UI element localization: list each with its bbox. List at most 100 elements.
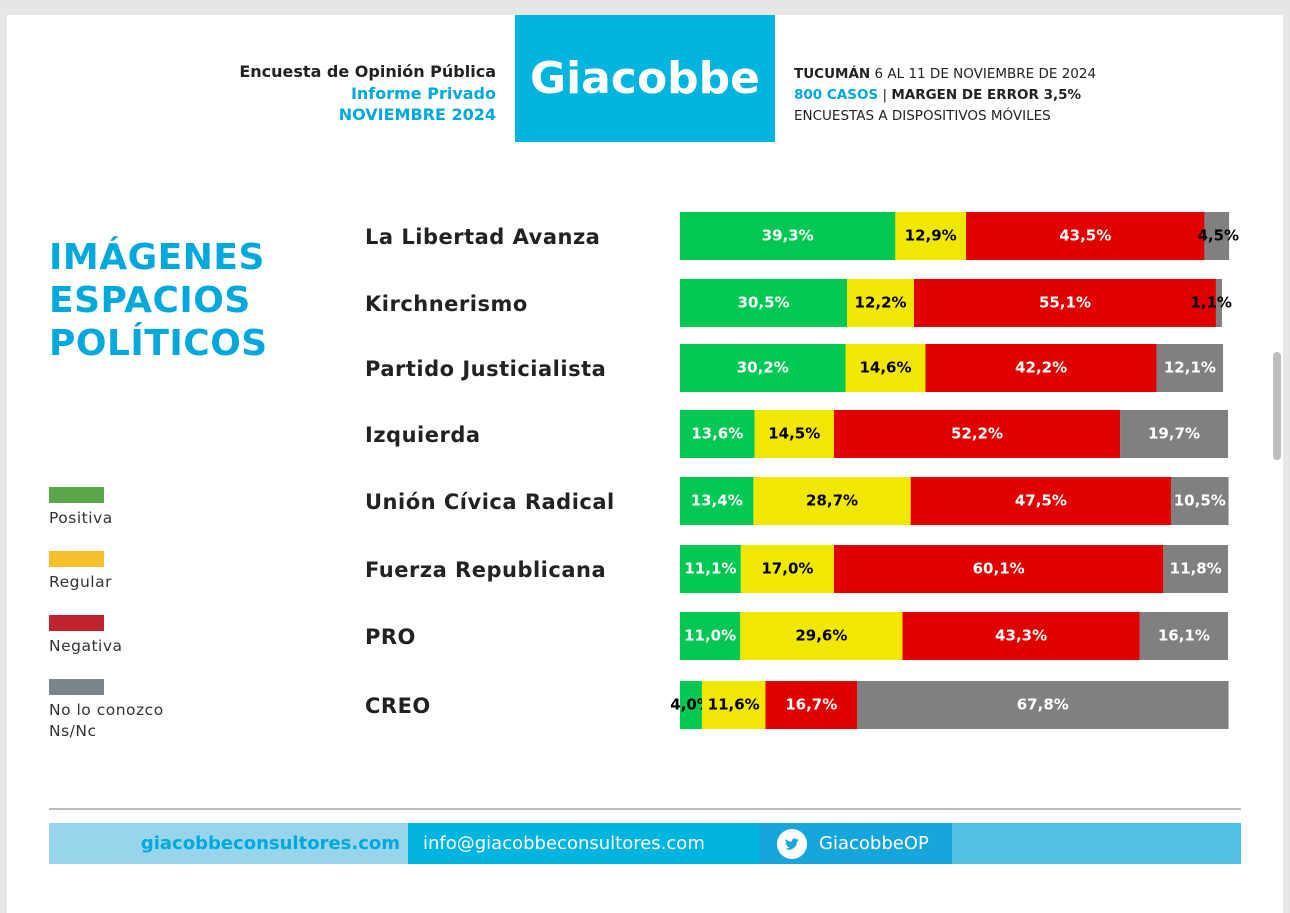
bar-segment: [910, 477, 1172, 525]
bar-segment: [1120, 410, 1228, 458]
bar-segment: [847, 279, 914, 327]
bar-segment: [1156, 344, 1224, 392]
survey: Encuesta de Opinión Pública: [239, 62, 496, 81]
legend-swatch: [49, 487, 104, 503]
value-label: 30,5%: [738, 294, 790, 312]
dates: 6 AL 11 DE NOVIEMBRE DE 2024: [874, 66, 1097, 82]
place: TUCUMÁN: [794, 66, 871, 82]
value-label: 16,1%: [1158, 627, 1210, 645]
bar-segment: [740, 545, 834, 593]
bar-segment: [680, 279, 848, 327]
value-label: 60,1%: [973, 560, 1025, 578]
value-label: 11,6%: [708, 696, 760, 714]
legend-label: Negativa: [49, 637, 123, 655]
legend-swatch: [49, 679, 104, 695]
twitter-handle: GiacobbeOP: [819, 833, 929, 854]
twitter-icon: [777, 828, 807, 859]
value-label: 29,6%: [795, 627, 847, 645]
bar-segment: [857, 681, 1229, 729]
value-label: 12,1%: [1164, 359, 1216, 377]
chart: La Libertad Avanza 39,3% 12,9% 43,5% 4,5% Kir…: [365, 212, 1239, 729]
value-label: 11,0%: [684, 627, 736, 645]
bar-segment: [845, 344, 926, 392]
bar-segment: [765, 681, 858, 729]
chart-title: IMÁGENES ESPACIOS POLÍTICOS: [49, 237, 268, 364]
meta-line: TUCUMÁN 6 AL 11 DE NOVIEMBRE DE 2024: [794, 66, 1096, 82]
email: info@giacobbeconsultores.com: [408, 823, 759, 864]
bar-segment: [680, 344, 846, 392]
value-label: 12,2%: [855, 294, 907, 312]
report: Informe Privado: [350, 84, 496, 103]
value-label: 11,1%: [684, 560, 736, 578]
method: ENCUESTAS A DISPOSITIVOS MÓVILES: [794, 108, 1051, 124]
divider: [49, 808, 1241, 810]
bar-segment: [754, 410, 834, 458]
category-label: Unión Cívica Radical: [365, 490, 615, 514]
category-label: Fuerza Republicana: [365, 558, 606, 582]
bar-segment: [1139, 612, 1228, 660]
website: giacobbeconsultores.com: [49, 823, 408, 864]
value-label: 67,8%: [1017, 696, 1069, 714]
bar-segment: [925, 344, 1157, 392]
value-label: 19,7%: [1148, 425, 1200, 443]
cases: 800 CASOS: [794, 87, 879, 103]
value-label: 10,5%: [1174, 492, 1226, 510]
value-label: 13,4%: [691, 492, 743, 510]
value-label: 42,2%: [1015, 359, 1067, 377]
value-label: 28,7%: [806, 492, 858, 510]
bar-segment: [833, 545, 1164, 593]
category-label: Kirchnerismo: [365, 292, 528, 316]
legend-label: No lo conozco Ns/Nc: [49, 701, 164, 740]
category-label: CREO: [365, 694, 431, 718]
category-label: Izquierda: [365, 423, 481, 447]
bar-segment: [913, 279, 1216, 327]
value-label: 13,6%: [691, 425, 743, 443]
card: [7, 15, 1283, 913]
bar-segment: [680, 477, 754, 525]
bar-segment: [701, 681, 766, 729]
bar-segment: [680, 410, 755, 458]
category-label: PRO: [365, 625, 416, 649]
bar-segment: [680, 612, 741, 660]
bar-segment: [1215, 279, 1222, 327]
value-label: 52,2%: [951, 425, 1003, 443]
value-label: 16,7%: [785, 696, 837, 714]
value-label: 4,5%: [1197, 227, 1239, 245]
bar-segment: [740, 612, 903, 660]
category-label: La Libertad Avanza: [365, 225, 600, 249]
value-label: 39,3%: [762, 227, 814, 245]
value-label: 14,5%: [768, 425, 820, 443]
value-label: 1,1%: [1190, 294, 1232, 312]
value-label: 55,1%: [1039, 294, 1091, 312]
value-label: 30,2%: [737, 359, 789, 377]
value-label: 14,6%: [859, 359, 911, 377]
bar-segment: [753, 477, 911, 525]
report-date: NOVIEMBRE 2024: [338, 105, 496, 124]
bar-segment: [1204, 212, 1230, 260]
separator: |: [882, 87, 888, 103]
bar-segment: [833, 410, 1121, 458]
bar-segment: [1171, 477, 1229, 525]
value-label: 47,5%: [1015, 492, 1067, 510]
brand: Giacobbe: [515, 15, 775, 142]
scrollbar: [1273, 352, 1281, 460]
meta-line: 800 CASOS | MARGEN DE ERROR 3,5%: [794, 87, 1081, 103]
category-label: Partido Justicialista: [365, 357, 606, 381]
bar-segment: [895, 212, 967, 260]
legend-swatch: [49, 551, 104, 567]
value-label: 4,0%: [670, 696, 712, 714]
bar-segment: [1163, 545, 1228, 593]
bar-segment: [680, 545, 741, 593]
bar-segment: [902, 612, 1140, 660]
legend-label: Regular: [49, 573, 112, 591]
bar-segment: [966, 212, 1205, 260]
value-label: 43,5%: [1059, 227, 1111, 245]
value-label: 43,3%: [995, 627, 1047, 645]
legend-swatch: [49, 615, 104, 631]
value-label: 17,0%: [761, 560, 813, 578]
value-label: 12,9%: [905, 227, 957, 245]
margin: MARGEN DE ERROR 3,5%: [891, 87, 1082, 103]
bar-segment: [680, 212, 896, 260]
value-label: 11,8%: [1170, 560, 1222, 578]
